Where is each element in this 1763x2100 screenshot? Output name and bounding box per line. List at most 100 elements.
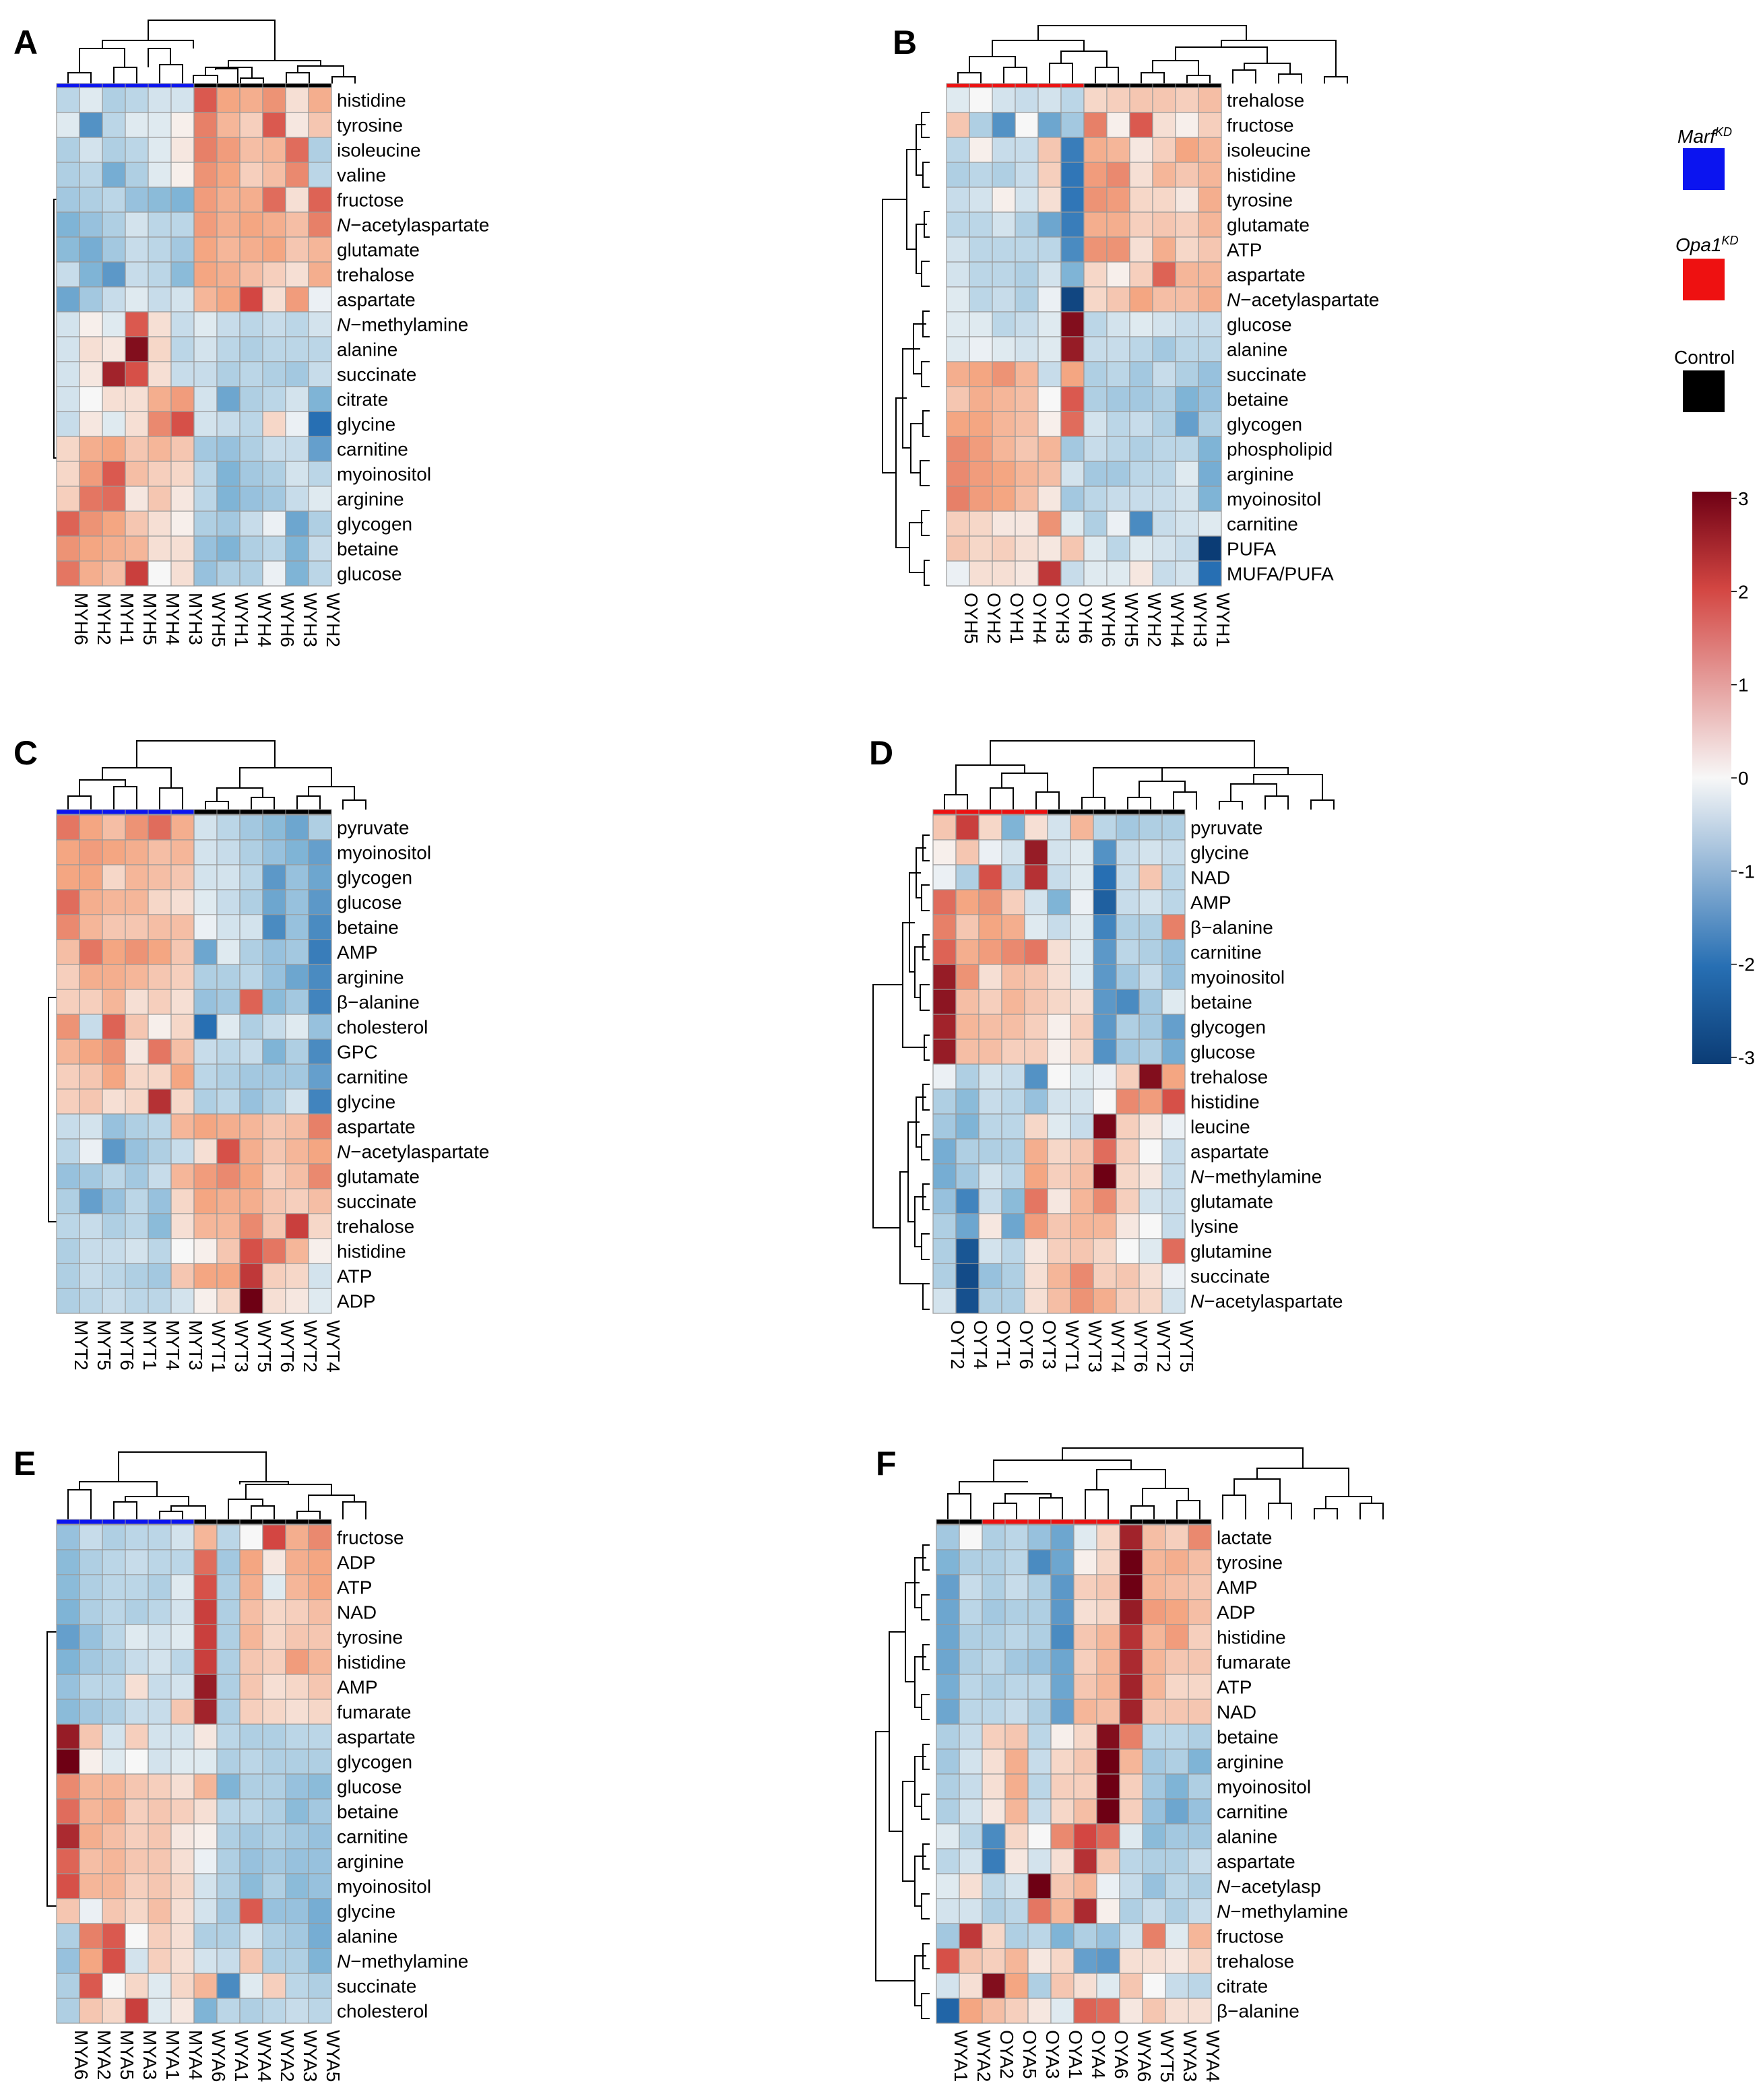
heatmap-cell <box>125 1063 149 1090</box>
heatmap-cell <box>79 137 103 163</box>
column-label: MYH4 <box>162 593 183 645</box>
heatmap-cell <box>1070 814 1094 841</box>
heatmap-cell <box>1093 1188 1117 1214</box>
column-label: OYA4 <box>1088 2030 1109 2079</box>
heatmap-cell <box>932 1088 957 1115</box>
heatmap-cell <box>216 560 241 587</box>
heatmap-cell <box>1083 411 1108 437</box>
row-label: AMP <box>337 1677 378 1698</box>
heatmap-cell <box>978 964 1002 990</box>
heatmap-cell <box>216 1599 241 1625</box>
column-label: OYA6 <box>1111 2030 1132 2079</box>
heatmap-cell <box>1070 1188 1094 1214</box>
heatmap-cell <box>102 1948 126 1974</box>
heatmap-cell <box>125 1823 149 1849</box>
heatmap-cell <box>285 1998 309 2024</box>
heatmap-cell <box>239 1039 263 1065</box>
heatmap-cell <box>1024 864 1048 890</box>
heatmap-cell <box>1050 1724 1075 1750</box>
heatmap-cell <box>170 1973 195 1999</box>
heatmap-cell <box>102 1724 126 1750</box>
heatmap-cell <box>1152 112 1176 138</box>
heatmap-cell <box>1175 286 1199 313</box>
heatmap-cell <box>1083 386 1108 412</box>
heatmap-cell <box>125 137 149 163</box>
heatmap-cell <box>56 1724 80 1750</box>
heatmap-cell <box>148 261 172 288</box>
heatmap-cell <box>1139 1014 1163 1040</box>
heatmap-cell <box>1161 839 1186 865</box>
heatmap-cell <box>56 461 80 487</box>
column-label: WYH4 <box>254 593 275 647</box>
heatmap-cell <box>308 939 332 965</box>
heatmap-cell <box>239 1898 263 1924</box>
heatmap-cell <box>1096 1599 1120 1625</box>
heatmap-cell <box>262 286 286 313</box>
heatmap-cell <box>285 1549 309 1575</box>
heatmap-cell <box>193 1063 218 1090</box>
heatmap-cell <box>946 162 970 188</box>
heatmap-cell <box>1047 1263 1071 1289</box>
heatmap-cell <box>102 361 126 387</box>
row-label: histidine <box>1190 1092 1260 1113</box>
heatmap-cell <box>1073 1948 1097 1974</box>
heatmap-cell <box>1119 1773 1143 1800</box>
heatmap-cell <box>170 386 195 412</box>
heatmap-cell <box>262 839 286 865</box>
heatmap-cell <box>239 162 263 188</box>
heatmap-cell <box>1188 1873 1212 1899</box>
column-label: WYA6 <box>1134 2030 1155 2082</box>
heatmap-cell <box>56 1263 80 1289</box>
heatmap-cell <box>239 286 263 313</box>
heatmap-cell <box>193 1014 218 1040</box>
heatmap-cell <box>285 1973 309 1999</box>
heatmap-cell <box>1188 1724 1212 1750</box>
heatmap-cell <box>262 1549 286 1575</box>
heatmap-cell <box>1165 1649 1189 1675</box>
heatmap-cell <box>1129 112 1153 138</box>
heatmap-cell <box>946 211 970 238</box>
heatmap-cell <box>125 1699 149 1725</box>
heatmap-cell <box>1142 1724 1166 1750</box>
heatmap-cell <box>170 1163 195 1189</box>
heatmap-cell <box>1165 1574 1189 1600</box>
heatmap-cell <box>79 1998 103 2024</box>
heatmap-cell <box>1175 162 1199 188</box>
heatmap-cell <box>1119 1873 1143 1899</box>
heatmap-cell <box>1096 1898 1120 1924</box>
heatmap-cell <box>1152 87 1176 113</box>
heatmap-cell <box>216 1649 241 1675</box>
heatmap-cell <box>1093 864 1117 890</box>
heatmap-cell <box>1161 1063 1186 1090</box>
group-bar-cell <box>308 809 332 815</box>
row-label: tyrosine <box>1217 1552 1283 1573</box>
heatmap-cell <box>946 486 970 512</box>
heatmap-cell <box>1083 211 1108 238</box>
heatmap-cell <box>1070 1014 1094 1040</box>
heatmap-cell <box>1060 386 1085 412</box>
heatmap-cell <box>1188 1998 1212 2024</box>
heatmap-cell <box>285 1188 309 1214</box>
heatmap-cell <box>1119 1699 1143 1725</box>
heatmap-cell <box>1116 1039 1140 1065</box>
heatmap-cell <box>308 162 332 188</box>
heatmap-cell <box>1165 1848 1189 1874</box>
heatmap-cell <box>216 1163 241 1189</box>
heatmap-cell <box>102 1848 126 1874</box>
row-label: NAD <box>1217 1702 1256 1723</box>
heatmap-cell <box>148 1263 172 1289</box>
heatmap-cell <box>1188 1773 1212 1800</box>
group-bar-cell <box>1027 1519 1052 1525</box>
row-label: N−acetylaspartate <box>337 215 489 236</box>
heatmap-cell <box>978 1063 1002 1090</box>
heatmap-cell <box>56 511 80 537</box>
heatmap-cell <box>79 1574 103 1600</box>
heatmap-cell <box>1001 964 1025 990</box>
heatmap-cell <box>125 1524 149 1550</box>
heatmap-cell <box>1152 286 1176 313</box>
heatmap-cell <box>262 1848 286 1874</box>
column-label: WYA3 <box>1180 2030 1200 2082</box>
heatmap-cell <box>56 1973 80 1999</box>
heatmap-cell <box>1047 889 1071 915</box>
heatmap-cell <box>102 436 126 462</box>
